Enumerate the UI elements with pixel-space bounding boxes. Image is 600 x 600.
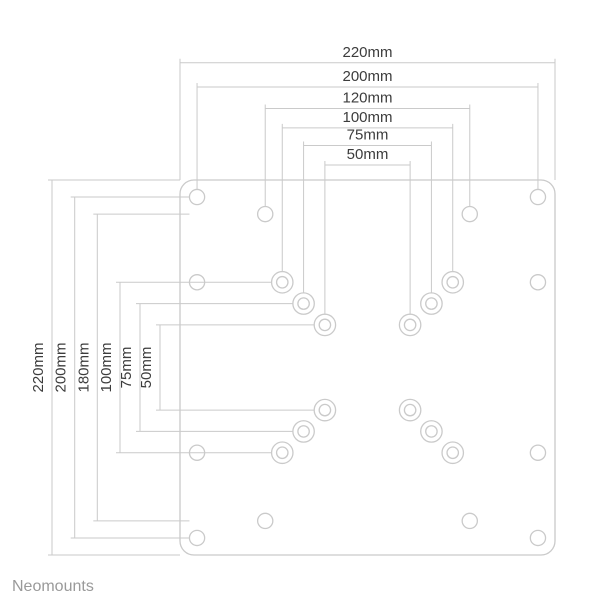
svg-text:75mm: 75mm [118,347,135,389]
svg-text:200mm: 200mm [53,342,70,392]
svg-text:Neomounts: Neomounts [12,578,94,595]
svg-text:50mm: 50mm [347,146,389,163]
svg-text:75mm: 75mm [347,127,389,144]
svg-text:100mm: 100mm [98,342,115,392]
svg-text:50mm: 50mm [138,347,155,389]
svg-text:200mm: 200mm [342,68,392,85]
svg-text:220mm: 220mm [342,44,392,61]
svg-text:100mm: 100mm [342,109,392,126]
svg-text:120mm: 120mm [342,90,392,107]
svg-text:180mm: 180mm [75,342,92,392]
svg-text:220mm: 220mm [30,342,47,392]
